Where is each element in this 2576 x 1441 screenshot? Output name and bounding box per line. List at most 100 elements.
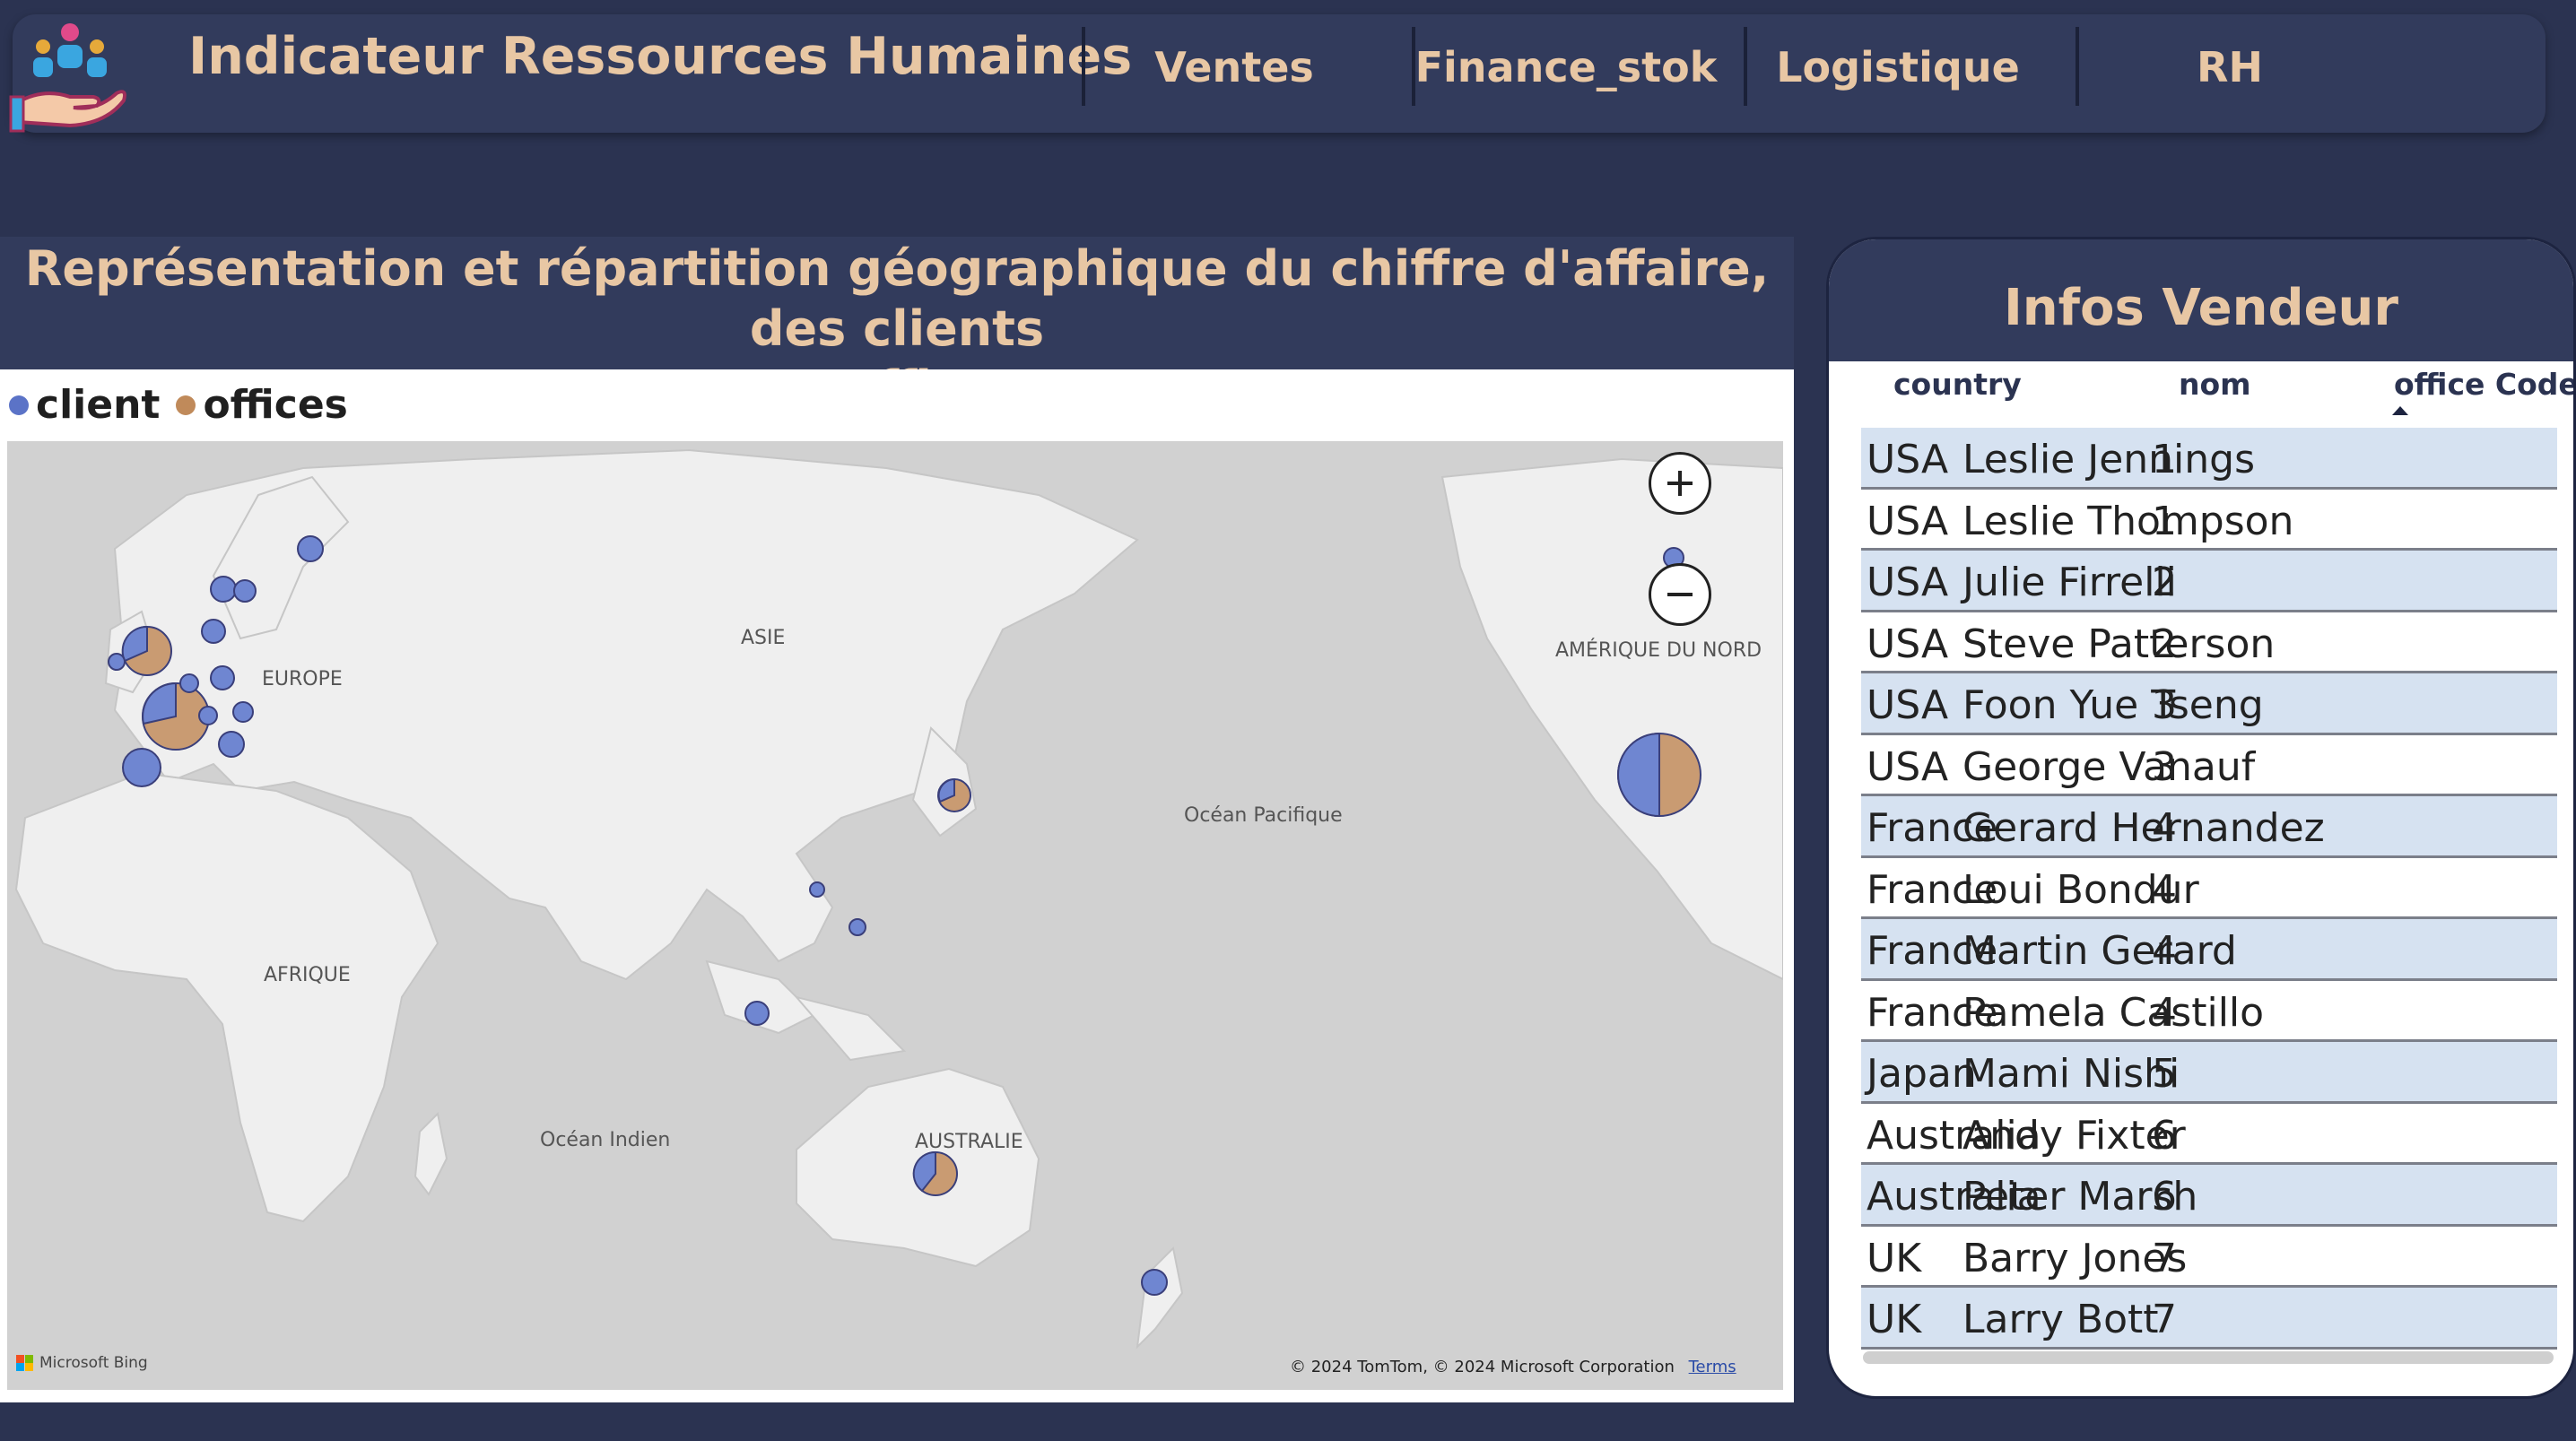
vendor-title: Infos Vendeur bbox=[2003, 279, 2399, 337]
client-slice-australia[interactable] bbox=[912, 1150, 936, 1193]
table-row[interactable]: USA Julie Firrelli 2 bbox=[1861, 551, 2557, 612]
cell-office-code: 4 bbox=[2152, 805, 2177, 851]
nav-button-ventes[interactable]: Ventes bbox=[1154, 43, 1314, 91]
cell-office-code: 5 bbox=[2152, 1051, 2177, 1097]
client-marker-norway[interactable] bbox=[210, 576, 237, 603]
cell-nom: Foon Yue Tseng bbox=[1962, 682, 2264, 728]
client-marker-belgium[interactable] bbox=[179, 673, 199, 693]
cell-nom: Larry Bott bbox=[1962, 1297, 2159, 1342]
client-slice-usa[interactable] bbox=[1617, 732, 1660, 818]
bing-attribution: Microsoft Bing bbox=[16, 1354, 148, 1372]
client-marker-sweden[interactable] bbox=[233, 579, 257, 603]
nav-divider bbox=[1744, 27, 1747, 106]
client-slice-japan[interactable] bbox=[937, 777, 955, 803]
cell-office-code: 7 bbox=[2152, 1235, 2177, 1281]
cell-country: France bbox=[1867, 866, 1998, 913]
legend-client-label[interactable]: client bbox=[36, 382, 161, 428]
label-afrique: AFRIQUE bbox=[264, 964, 351, 986]
cell-nom: Julie Firrelli bbox=[1962, 560, 2177, 605]
legend-offices-dot bbox=[176, 395, 196, 415]
table-row[interactable]: France Gerard Hernandez 4 bbox=[1861, 796, 2557, 858]
madagascar-shape bbox=[413, 1111, 448, 1196]
map-title-line-1: Représentation et répartition géographiq… bbox=[24, 240, 1770, 357]
cell-office-code: 1 bbox=[2152, 498, 2177, 544]
label-asie: ASIE bbox=[741, 627, 785, 649]
hr-hand-people-icon bbox=[9, 23, 126, 133]
nav-button-finance-stok[interactable]: Finance_stok bbox=[1414, 43, 1718, 91]
cell-nom: Martin Gerard bbox=[1962, 928, 2237, 974]
nav-button-rh[interactable]: RH bbox=[2197, 43, 2263, 91]
terms-link[interactable]: Terms bbox=[1688, 1358, 1736, 1376]
cell-country: France bbox=[1867, 805, 1998, 851]
client-slice-france[interactable] bbox=[142, 681, 177, 725]
africa-shape bbox=[14, 771, 439, 1223]
table-row[interactable]: Australia Peter Marsh 6 bbox=[1861, 1165, 2557, 1227]
nav-button-logistique[interactable]: Logistique bbox=[1776, 43, 2020, 91]
plus-icon bbox=[1667, 471, 1693, 496]
client-marker-spain[interactable] bbox=[122, 748, 161, 787]
table-row[interactable]: UK Barry Jones 7 bbox=[1861, 1227, 2557, 1288]
new-zealand-shape bbox=[1136, 1246, 1184, 1350]
map-panel: client offices bbox=[0, 369, 1794, 1402]
cell-nom: Loui Bondur bbox=[1962, 866, 2199, 913]
north-america-shape bbox=[1440, 457, 1783, 981]
column-header-country[interactable]: country bbox=[1893, 367, 2022, 402]
client-marker-ireland[interactable] bbox=[108, 653, 126, 671]
cell-country: USA bbox=[1867, 437, 1949, 482]
client-marker-switzerland[interactable] bbox=[198, 706, 218, 725]
client-marker-germany[interactable] bbox=[210, 665, 235, 690]
sort-ascending-icon[interactable] bbox=[2392, 406, 2408, 415]
cell-nom: Andy Fixter bbox=[1962, 1112, 2186, 1159]
table-row[interactable]: USA Leslie Jennings 1 bbox=[1861, 428, 2557, 490]
cell-office-code: 7 bbox=[2152, 1297, 2177, 1342]
cell-country: UK bbox=[1867, 1297, 1922, 1342]
cell-office-code: 4 bbox=[2152, 866, 2177, 913]
cell-country: USA bbox=[1867, 621, 1949, 667]
table-row[interactable]: USA Steve Patterson 2 bbox=[1861, 612, 2557, 673]
map-legend: client offices bbox=[9, 382, 348, 428]
table-row[interactable]: France Pamela Castillo 4 bbox=[1861, 981, 2557, 1042]
bing-label: Microsoft Bing bbox=[39, 1354, 148, 1372]
zoom-in-button[interactable] bbox=[1649, 452, 1711, 515]
client-marker-italy[interactable] bbox=[218, 731, 245, 758]
client-marker-austria[interactable] bbox=[232, 701, 254, 723]
cell-nom: Leslie Thompson bbox=[1962, 498, 2294, 544]
table-row[interactable]: France Loui Bondur 4 bbox=[1861, 858, 2557, 919]
vendor-header: Infos Vendeur bbox=[1829, 239, 2573, 361]
cell-country: Australia bbox=[1867, 1174, 2041, 1220]
client-marker-hong-kong[interactable] bbox=[809, 881, 825, 898]
table-row[interactable]: USA Leslie Thompson 1 bbox=[1861, 490, 2557, 551]
map-header: Représentation et répartition géographiq… bbox=[0, 237, 1794, 417]
table-row[interactable]: UK Larry Bott 7 bbox=[1861, 1288, 2557, 1350]
label-ocean-indien: Océan Indien bbox=[540, 1129, 670, 1151]
top-nav-bar bbox=[13, 14, 2546, 133]
nav-divider bbox=[1082, 27, 1085, 106]
legend-offices-label[interactable]: offices bbox=[203, 382, 348, 428]
world-map[interactable]: EUROPE ASIE AMÉRIQUE DU NORD Océan Pacif… bbox=[7, 441, 1783, 1390]
zoom-out-button[interactable] bbox=[1649, 563, 1711, 626]
label-ocean-pacifique: Océan Pacifique bbox=[1184, 804, 1343, 827]
client-marker-finland[interactable] bbox=[297, 535, 324, 562]
table-row[interactable]: USA Foon Yue Tseng 3 bbox=[1861, 673, 2557, 735]
cell-country: USA bbox=[1867, 682, 1949, 728]
column-header-nom[interactable]: nom bbox=[2179, 367, 2251, 402]
client-marker-denmark[interactable] bbox=[201, 619, 226, 644]
cell-office-code: 6 bbox=[2152, 1112, 2177, 1159]
cell-office-code: 1 bbox=[2152, 437, 2177, 482]
client-marker-new-zealand[interactable] bbox=[1141, 1269, 1168, 1296]
cell-nom: Mami Nishi bbox=[1962, 1051, 2180, 1097]
client-marker-philippines[interactable] bbox=[849, 918, 866, 936]
table-row[interactable]: Japan Mami Nishi 5 bbox=[1861, 1042, 2557, 1104]
table-row[interactable]: USA George Vanauf 3 bbox=[1861, 735, 2557, 796]
horizontal-scrollbar[interactable] bbox=[1863, 1351, 2554, 1364]
column-header-office-code[interactable]: office Code bbox=[2394, 367, 2576, 402]
table-row[interactable]: Australia Andy Fixter 6 bbox=[1861, 1104, 2557, 1165]
cell-nom: Steve Patterson bbox=[1962, 621, 2276, 667]
cell-office-code: 3 bbox=[2152, 682, 2177, 728]
landmass bbox=[14, 448, 1783, 1350]
table-row[interactable]: France Martin Gerard 4 bbox=[1861, 919, 2557, 981]
data-markers[interactable] bbox=[108, 535, 1701, 1296]
client-marker-singapore[interactable] bbox=[744, 1001, 770, 1026]
cell-country: France bbox=[1867, 989, 1998, 1036]
cell-nom: Gerard Hernandez bbox=[1962, 805, 2325, 851]
